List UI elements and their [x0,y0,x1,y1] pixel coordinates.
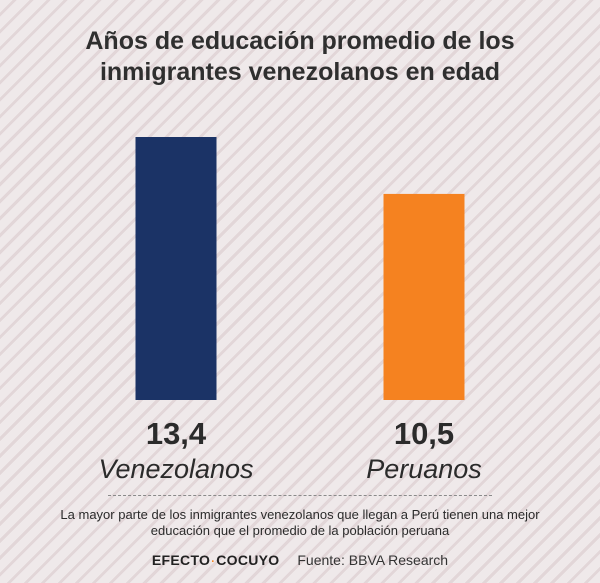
brand-separator: · [211,556,216,568]
source-text: Fuente: BBVA Research [297,552,449,568]
value-label-venezolanos: 13,4 [146,416,207,451]
category-label-venezolanos: Venezolanos [98,454,253,484]
caption-line-1: La mayor parte de los inmigrantes venezo… [60,507,540,522]
brand-logo: EFECTO·COCUYO [152,552,280,568]
chart-title: Años de educación promedio de los inmigr… [0,26,600,88]
bar-venezolanos [135,137,217,400]
category-label-peruanos: Peruanos [366,454,482,484]
chart-title-line-1: Años de educación promedio de los [85,27,515,55]
chart-caption: La mayor parte de los inmigrantes venezo… [0,507,600,539]
caption-line-2: educación que el promedio de la població… [150,523,450,538]
value-label-peruanos: 10,5 [394,416,454,451]
footer: EFECTO·COCUYO Fuente: BBVA Research [0,551,600,571]
bar-peruanos [383,193,465,400]
brand-right: COCUYO [216,552,280,568]
brand-left: EFECTO [151,552,211,568]
chart-title-line-2: inmigrantes venezolanos en edad [99,58,501,86]
dashed-divider [108,495,492,496]
